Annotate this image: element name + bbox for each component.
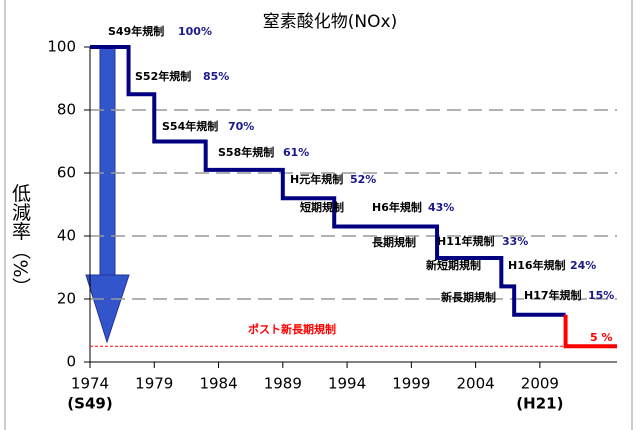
- regulation-label: S49年規制: [108, 24, 164, 38]
- regulation-label: H元年規制: [290, 172, 343, 186]
- value-label: 100%: [178, 25, 212, 38]
- y-tick-label: 80: [57, 101, 76, 119]
- regulation-label: H11年規制: [437, 234, 495, 248]
- y-tick-label: 60: [57, 164, 76, 182]
- y-tick-label: 40: [57, 227, 76, 245]
- x-tick-label: 1984: [199, 375, 237, 393]
- value-label: 61%: [283, 146, 309, 159]
- regulation-label: H17年規制: [524, 288, 582, 302]
- regulation-label: 長期規制: [372, 235, 416, 249]
- x-tick-label: 1999: [392, 375, 430, 393]
- era-label: (H21): [516, 395, 563, 413]
- regulation-label: 新短期規制: [426, 258, 481, 272]
- value-label: 43%: [428, 201, 454, 214]
- value-label: 70%: [228, 120, 254, 133]
- value-label: 85%: [203, 70, 229, 83]
- step-line: [563, 314, 617, 349]
- x-tick-label: 1994: [328, 375, 366, 393]
- value-label: 5 %: [590, 331, 613, 344]
- step-line: [90, 45, 566, 317]
- regulation-label: H16年規制: [508, 258, 566, 272]
- chart-title: 窒素酸化物(NOx): [263, 12, 397, 32]
- value-label: 52%: [350, 173, 376, 186]
- y-tick-label: 0: [66, 353, 76, 371]
- regulation-label: 短期規制: [300, 200, 344, 214]
- y-tick-label: 20: [57, 290, 76, 308]
- x-tick-label: 2004: [457, 375, 495, 393]
- value-label: 33%: [502, 235, 528, 248]
- legend-label: ポスト新長期規制: [248, 322, 336, 336]
- value-label: 24%: [570, 259, 596, 272]
- regulation-label: S58年規制: [218, 145, 274, 159]
- x-tick-label: 1979: [135, 375, 173, 393]
- y-tick-label: 100: [47, 38, 76, 56]
- y-axis-label: 低減率（%）: [9, 183, 31, 296]
- regulation-label: 新長期規制: [441, 290, 496, 304]
- x-tick-label: 2009: [521, 375, 559, 393]
- value-label: 15%: [588, 289, 614, 302]
- big-arrow: [85, 46, 130, 344]
- era-label: (S49): [67, 395, 112, 413]
- x-tick-label: 1974: [71, 375, 109, 393]
- regulation-label: S52年規制: [135, 69, 191, 83]
- regulation-label: S54年規制: [162, 119, 218, 133]
- regulation-label: H6年規制: [372, 200, 422, 214]
- x-tick-label: 1989: [264, 375, 302, 393]
